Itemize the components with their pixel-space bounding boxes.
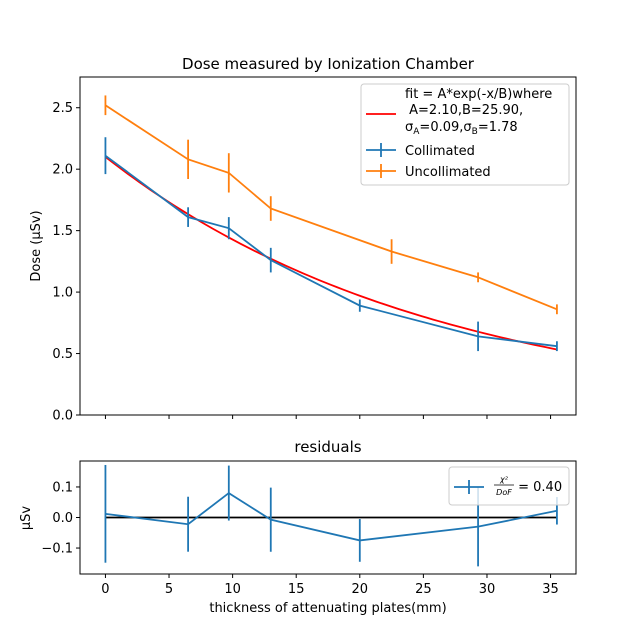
collimated-legend-label: Collimated [405,144,475,159]
fit-legend-sigma-a: σ [405,120,413,135]
main-legend-frame [360,83,570,186]
fit-legend-sub-a: A [413,127,420,137]
residuals-legend-value: = 0.40 [514,480,562,495]
main-y-tick-label: 2.0 [52,163,73,178]
main-y-tick-label: 0.0 [52,409,73,424]
residuals-x-tick-label: 15 [288,582,305,597]
x-axis-label: thickness of attenuating plates(mm) [209,601,446,616]
main-y-axis-label: Dose (µSv) [29,210,44,281]
main-panel: Dose measured by Ionization Chamber 0.00… [29,55,577,424]
residuals-y-axis-label: µSv [19,506,34,531]
main-x-ticks [104,415,552,419]
residuals-x-tick-label: 0 [101,582,109,597]
residuals-axes-frame [79,460,577,575]
residuals-x-tick-label: 30 [479,582,496,597]
residuals-x-tick-label: 35 [542,582,559,597]
main-y-tick-label: 1.5 [52,224,73,239]
uncollimated-legend-label: Uncollimated [405,165,491,180]
main-y-tick-label: 2.5 [52,101,73,116]
fit-legend-sub-b: B [472,127,478,137]
residuals-x-tick-label: 5 [165,582,173,597]
fit-legend-line3: σA=0.09,σB=1.78 [405,120,518,137]
fit-legend-sigma-b: =0.09,σ [419,120,471,135]
main-plot-area [104,95,558,352]
residuals-title: residuals [294,438,361,456]
residuals-x-ticks: 0 5 10 15 20 25 30 35 [101,574,559,597]
residuals-y-tick-label: −0.1 [41,542,73,557]
fit-legend-sigma-b-value: =1.78 [478,120,518,135]
main-title: Dose measured by Ionization Chamber [182,55,475,73]
main-y-ticks: 0.0 0.5 1.0 1.5 2.0 2.5 [52,101,80,424]
residuals-y-tick-label: 0.1 [52,480,73,495]
residuals-y-ticks: −0.1 0.0 0.1 [41,480,80,557]
main-axes-frame [79,76,577,416]
main-y-tick-label: 1.0 [52,286,73,301]
residuals-x-tick-label: 20 [352,582,369,597]
residuals-x-tick-label: 25 [415,582,432,597]
residuals-panel: residuals −0.10.00.1 0 5 10 15 20 25 30 35 µSv … [19,438,577,616]
fit-legend-line2: A=2.10,B=25.90, [405,103,523,118]
residuals-legend: χ² DoF = 0.40 [448,466,570,506]
residuals-plot-area [104,464,558,567]
residuals-legend-frame [448,466,570,506]
main-legend: fit = A*exp(-x/B)where A=2.10,B=25.90, σ… [360,83,570,186]
residuals-x-tick-label: 10 [224,582,241,597]
fit-curve [104,156,558,351]
main-y-tick-label: 0.5 [52,347,73,362]
residuals-legend-numerator: χ² [499,475,509,484]
residuals-y-tick-label: 0.0 [52,511,73,526]
residuals-legend-denominator: DoF [496,488,512,497]
fit-legend-line1: fit = A*exp(-x/B)where [405,87,552,102]
